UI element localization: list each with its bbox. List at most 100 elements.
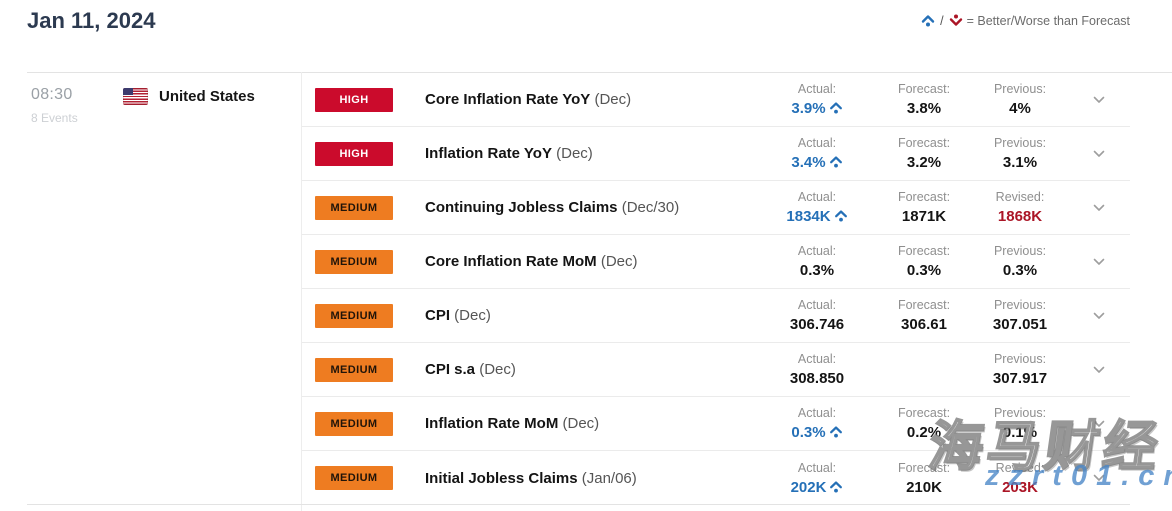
forecast-label: Forecast:	[897, 406, 951, 420]
actual-label: Actual:	[797, 298, 837, 312]
events-table: HIGH Core Inflation Rate YoY (Dec) Actua…	[301, 73, 1130, 511]
event-name: CPI	[425, 307, 451, 324]
forecast-column: Forecast: 306.61	[876, 298, 972, 333]
actual-label: Actual:	[797, 82, 837, 96]
event-title: Inflation Rate MoM (Dec)	[425, 415, 758, 432]
event-row[interactable]: MEDIUM Initial Jobless Claims (Jan/06) A…	[301, 451, 1130, 505]
event-period: (Dec)	[450, 307, 491, 324]
forecast-label: Forecast:	[897, 82, 951, 96]
actual-column: Actual: 0.3%	[758, 406, 876, 441]
forecast-value: 1871K	[901, 208, 947, 225]
expand-row-button[interactable]	[1068, 253, 1130, 271]
previous-label: Previous:	[993, 406, 1047, 420]
event-name: Core Inflation Rate MoM	[425, 253, 597, 270]
importance-badge: HIGH	[315, 141, 393, 166]
event-title: Initial Jobless Claims (Jan/06)	[425, 470, 758, 487]
header: Jan 11, 2024 / = Better/Worse than Forec…	[0, 0, 1172, 72]
expand-row-button[interactable]	[1068, 199, 1130, 217]
actual-value: 0.3%	[758, 424, 876, 441]
event-period: (Dec)	[590, 91, 632, 108]
forecast-column: Forecast: 210K	[876, 461, 972, 496]
event-time: 08:30	[31, 86, 73, 103]
event-row[interactable]: MEDIUM CPI s.a (Dec) Actual: 308.850 Pre…	[301, 343, 1130, 397]
chevron-down-icon	[1093, 253, 1105, 270]
event-title: CPI (Dec)	[425, 307, 758, 324]
previous-value: 3.1%	[1002, 154, 1038, 171]
event-name: Continuing Jobless Claims	[425, 199, 618, 216]
chevron-down-icon	[1093, 145, 1105, 162]
event-title: Continuing Jobless Claims (Dec/30)	[425, 199, 758, 216]
previous-column: Previous: 307.917	[972, 352, 1068, 387]
calendar-day-group: 08:30 8 Events United States HIGH Core I…	[27, 72, 1172, 511]
group-left-column: 08:30 8 Events United States	[27, 73, 301, 511]
actual-label: Actual:	[797, 460, 837, 475]
forecast-value: 210K	[906, 478, 942, 496]
previous-label: Previous:	[993, 352, 1047, 366]
actual-value: 308.850	[789, 370, 845, 387]
event-row[interactable]: MEDIUM Core Inflation Rate MoM (Dec) Act…	[301, 235, 1130, 289]
event-period: (Dec)	[558, 415, 600, 432]
chevron-down-icon	[1093, 469, 1105, 486]
forecast-label: Forecast:	[897, 460, 951, 475]
actual-column: Actual: 3.4%	[758, 136, 876, 171]
better-than-forecast-icon	[920, 13, 936, 28]
actual-column: Actual: 0.3%	[758, 244, 876, 279]
importance-badge: MEDIUM	[315, 357, 393, 382]
actual-column: Actual: 306.746	[758, 298, 876, 333]
forecast-label: Forecast:	[897, 244, 951, 258]
chevron-down-icon	[1093, 91, 1105, 108]
expand-row-button[interactable]	[1068, 91, 1130, 109]
previous-value: 307.917	[992, 370, 1048, 387]
previous-value: 4%	[1009, 100, 1031, 117]
event-name: Core Inflation Rate YoY	[425, 91, 591, 108]
chevron-down-icon	[1093, 361, 1105, 378]
event-row[interactable]: MEDIUM Continuing Jobless Claims (Dec/30…	[301, 181, 1130, 235]
forecast-column: Forecast: 3.8%	[876, 82, 972, 117]
expand-row-button[interactable]	[1068, 145, 1130, 163]
event-period: (Dec)	[551, 145, 593, 162]
importance-badge: MEDIUM	[315, 249, 393, 274]
event-row[interactable]: MEDIUM Inflation Rate MoM (Dec) Actual: …	[301, 397, 1130, 451]
event-row[interactable]: MEDIUM CPI (Dec) Actual: 306.746 Forecas…	[301, 289, 1130, 343]
forecast-column: Forecast: 0.3%	[876, 244, 972, 279]
expand-row-button[interactable]	[1068, 469, 1130, 487]
forecast-column: Forecast: 0.2%	[876, 406, 972, 441]
expand-row-button[interactable]	[1068, 415, 1130, 433]
previous-column: Previous: 4%	[972, 82, 1068, 117]
forecast-column: Forecast: 3.2%	[876, 136, 972, 171]
forecast-column	[876, 361, 972, 379]
forecast-legend: / = Better/Worse than Forecast	[920, 13, 1130, 28]
actual-value: 0.3%	[799, 262, 835, 279]
event-row[interactable]: HIGH Core Inflation Rate YoY (Dec) Actua…	[301, 73, 1130, 127]
event-period: (Dec/30)	[617, 199, 680, 216]
forecast-value: 0.3%	[906, 262, 942, 279]
time-block: 08:30 8 Events	[31, 86, 123, 125]
previous-label: Previous:	[993, 244, 1047, 258]
actual-label: Actual:	[797, 244, 837, 258]
importance-badge: MEDIUM	[315, 195, 393, 220]
event-row[interactable]: HIGH Inflation Rate YoY (Dec) Actual: 3.…	[301, 127, 1130, 181]
actual-column: Actual: 202K	[758, 461, 876, 496]
events-count: 8 Events	[31, 111, 78, 125]
chevron-down-icon	[1093, 199, 1105, 216]
event-title: Core Inflation Rate MoM (Dec)	[425, 253, 758, 270]
forecast-label: Forecast:	[897, 298, 951, 312]
us-flag-icon	[123, 88, 148, 105]
previous-value: 1868K	[997, 208, 1043, 225]
expand-row-button[interactable]	[1068, 361, 1130, 379]
event-title: Inflation Rate YoY (Dec)	[425, 145, 758, 162]
actual-label: Actual:	[797, 352, 837, 366]
expand-row-button[interactable]	[1068, 307, 1130, 325]
actual-label: Actual:	[797, 406, 837, 420]
actual-label: Actual:	[797, 190, 837, 204]
previous-value: 307.051	[992, 316, 1048, 333]
forecast-column: Forecast: 1871K	[876, 190, 972, 225]
legend-text: = Better/Worse than Forecast	[966, 13, 1130, 28]
column-divider	[301, 72, 302, 511]
forecast-value: 306.61	[901, 316, 947, 333]
page-title: Jan 11, 2024	[27, 8, 156, 33]
forecast-value: 0.2%	[906, 424, 942, 441]
forecast-label: Forecast:	[897, 136, 951, 150]
importance-badge: HIGH	[315, 87, 393, 112]
previous-label: Previous:	[993, 136, 1047, 150]
